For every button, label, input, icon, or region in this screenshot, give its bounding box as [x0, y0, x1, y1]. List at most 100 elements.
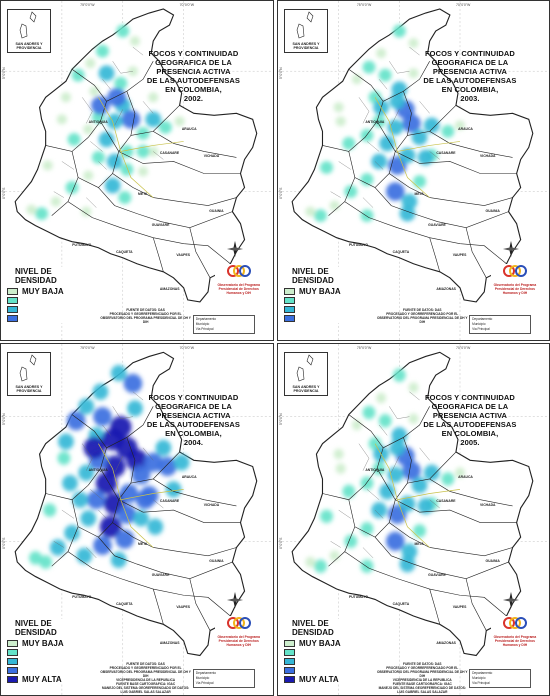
density-focus-high [402, 114, 421, 133]
density-focus-medium [389, 93, 406, 110]
departamento-boundary [429, 478, 513, 507]
logo-text: Observatorio del Programa Presidencial d… [493, 282, 537, 295]
latitude-label: 5°0'0"N [2, 413, 6, 426]
municipio-boundary [374, 161, 384, 170]
place-label-guaviare: GUAVIARE [428, 573, 446, 578]
source-line: FUENTE DE DATOS: DAS [126, 661, 165, 666]
density-focus-very_low [351, 74, 362, 85]
map-panel-2005: 75°0'0"W 70°0'0"W 5°0'0"N 0°0'0"S META VICHAD… [277, 343, 550, 696]
density-legend: NIVEL DE DENSIDAD MUY BAJA MUY ALTA [7, 619, 77, 685]
municipio-boundary [429, 499, 440, 509]
density-focus-low [91, 151, 105, 164]
place-label-guaviare: GUAVIARE [151, 222, 170, 227]
legend-row-medium [284, 657, 354, 666]
municipio-boundary [330, 541, 341, 548]
municipio-boundary [132, 46, 144, 56]
density-focus-medium [133, 510, 149, 527]
departamento-boundary [77, 177, 99, 188]
title-line: DE LAS AUTODEFENSAS [146, 75, 241, 85]
logo-emblem-icon [502, 264, 527, 277]
density-focus-medium [371, 502, 387, 519]
departamento-boundary [51, 499, 79, 567]
density-focus-low [362, 405, 376, 420]
legend-row-very_low: MUY BAJA [7, 639, 77, 648]
municipio-boundary [419, 101, 430, 114]
island-providencia [29, 11, 37, 23]
longitude-label: 70°0'0"W [455, 346, 471, 350]
density-legend: NIVEL DE DENSIDAD MUY BAJA MUY ALTA [284, 619, 354, 685]
density-focus-high [119, 483, 139, 504]
departamento-boundary [383, 61, 430, 102]
density-focus-low [360, 173, 374, 186]
north-arrow-icon [502, 591, 519, 609]
density-focus-high [385, 531, 405, 551]
density-focus-medium [411, 129, 428, 146]
density-layer [26, 24, 185, 221]
density-focus-medium [127, 400, 143, 417]
latitude-label: 0°0'0"S [2, 187, 6, 199]
departamento-boundary [98, 536, 233, 579]
density-focus-low [67, 132, 81, 146]
title-line: 2004. [183, 438, 204, 448]
density-focus-low [372, 114, 386, 128]
legend-row-low [7, 296, 77, 305]
departamento-boundary [374, 121, 396, 188]
density-focus-very_low [376, 392, 387, 404]
density-focus-medium [379, 483, 396, 500]
departamento-boundary [344, 201, 507, 265]
boundary-legend-via: Via Principal [195, 680, 214, 685]
colombia-map [278, 1, 549, 340]
municipio-boundary [142, 447, 154, 461]
legend-title: NIVEL DE [292, 266, 329, 276]
municipio-boundary [112, 406, 133, 419]
place-label-putumayo: PUTUMAYO [348, 594, 369, 599]
density-focus-medium [145, 111, 162, 128]
source-line: PROCESADO Y GEORREFERENCIADO POR EL [386, 665, 459, 670]
logo-emblem-icon [226, 616, 251, 629]
place-label-guainia: GUAINIA [485, 559, 500, 564]
departamento-boundary [374, 468, 396, 538]
boundary-legend-municipio: Municipio [472, 675, 486, 680]
source-line: FUENTE BASE CARTOGRAFICA: IGAC [116, 681, 176, 686]
source-line: FUENTE DE DATOS: DAS [126, 307, 165, 312]
source-line: LUIS GABRIEL SALAS SALAZAR [397, 689, 448, 694]
departamento-boundary [383, 406, 430, 449]
legend-title: DENSIDAD [15, 628, 57, 638]
municipio-boundary [53, 191, 65, 198]
title-line: PRESENCIA ACTIVA [156, 66, 231, 76]
source-line: OBSERVATORIO DEL PROGRAMA PRESIDENCIAL D… [100, 315, 191, 324]
title-line: GEOGRAFICA DE LA [431, 402, 509, 412]
density-focus-very_low [42, 160, 53, 171]
density-focus-medium [147, 518, 164, 535]
legend-label-very_low: MUY BAJA [22, 639, 64, 649]
legend-row-very_low: MUY BAJA [284, 639, 354, 648]
density-focus-very_low [454, 120, 466, 131]
departamento-boundary [407, 105, 457, 136]
title-line: EN COLOMBIA, [165, 429, 222, 439]
density-focus-high [385, 182, 405, 201]
legend-swatch-very_low [284, 287, 295, 295]
title-line: DE LAS AUTODEFENSAS [423, 75, 517, 85]
municipio-boundary [86, 547, 97, 559]
density-focus-medium [165, 481, 182, 498]
municipio-boundary [378, 79, 388, 90]
density-focus-low [372, 461, 386, 476]
legend-label-very_low: MUY BAJA [299, 639, 341, 649]
municipio-boundary [391, 109, 400, 126]
departamento-boundary [389, 173, 513, 206]
municipio-boundary [98, 509, 107, 519]
density-focus-medium [379, 135, 396, 152]
density-focus-very_high [101, 428, 124, 451]
boundary-legend: Departamento Municipio Via Principal [469, 668, 532, 688]
density-focus-medium [401, 193, 418, 210]
title-line: FOCOS Y CONTINUIDAD [424, 48, 515, 58]
boundary-legend-via: Via Principal [472, 326, 490, 331]
title-line: PRESENCIA ACTIVA [432, 411, 508, 421]
density-focus-very_low [351, 419, 362, 431]
observatorio-logo: Observatorio del Programa Presidencial d… [490, 615, 539, 647]
departamento-boundary [322, 137, 366, 152]
municipio-boundary [90, 141, 103, 152]
municipio-boundary [366, 489, 380, 500]
legend-swatch-very_low [7, 640, 18, 648]
density-focus-medium [417, 497, 434, 515]
